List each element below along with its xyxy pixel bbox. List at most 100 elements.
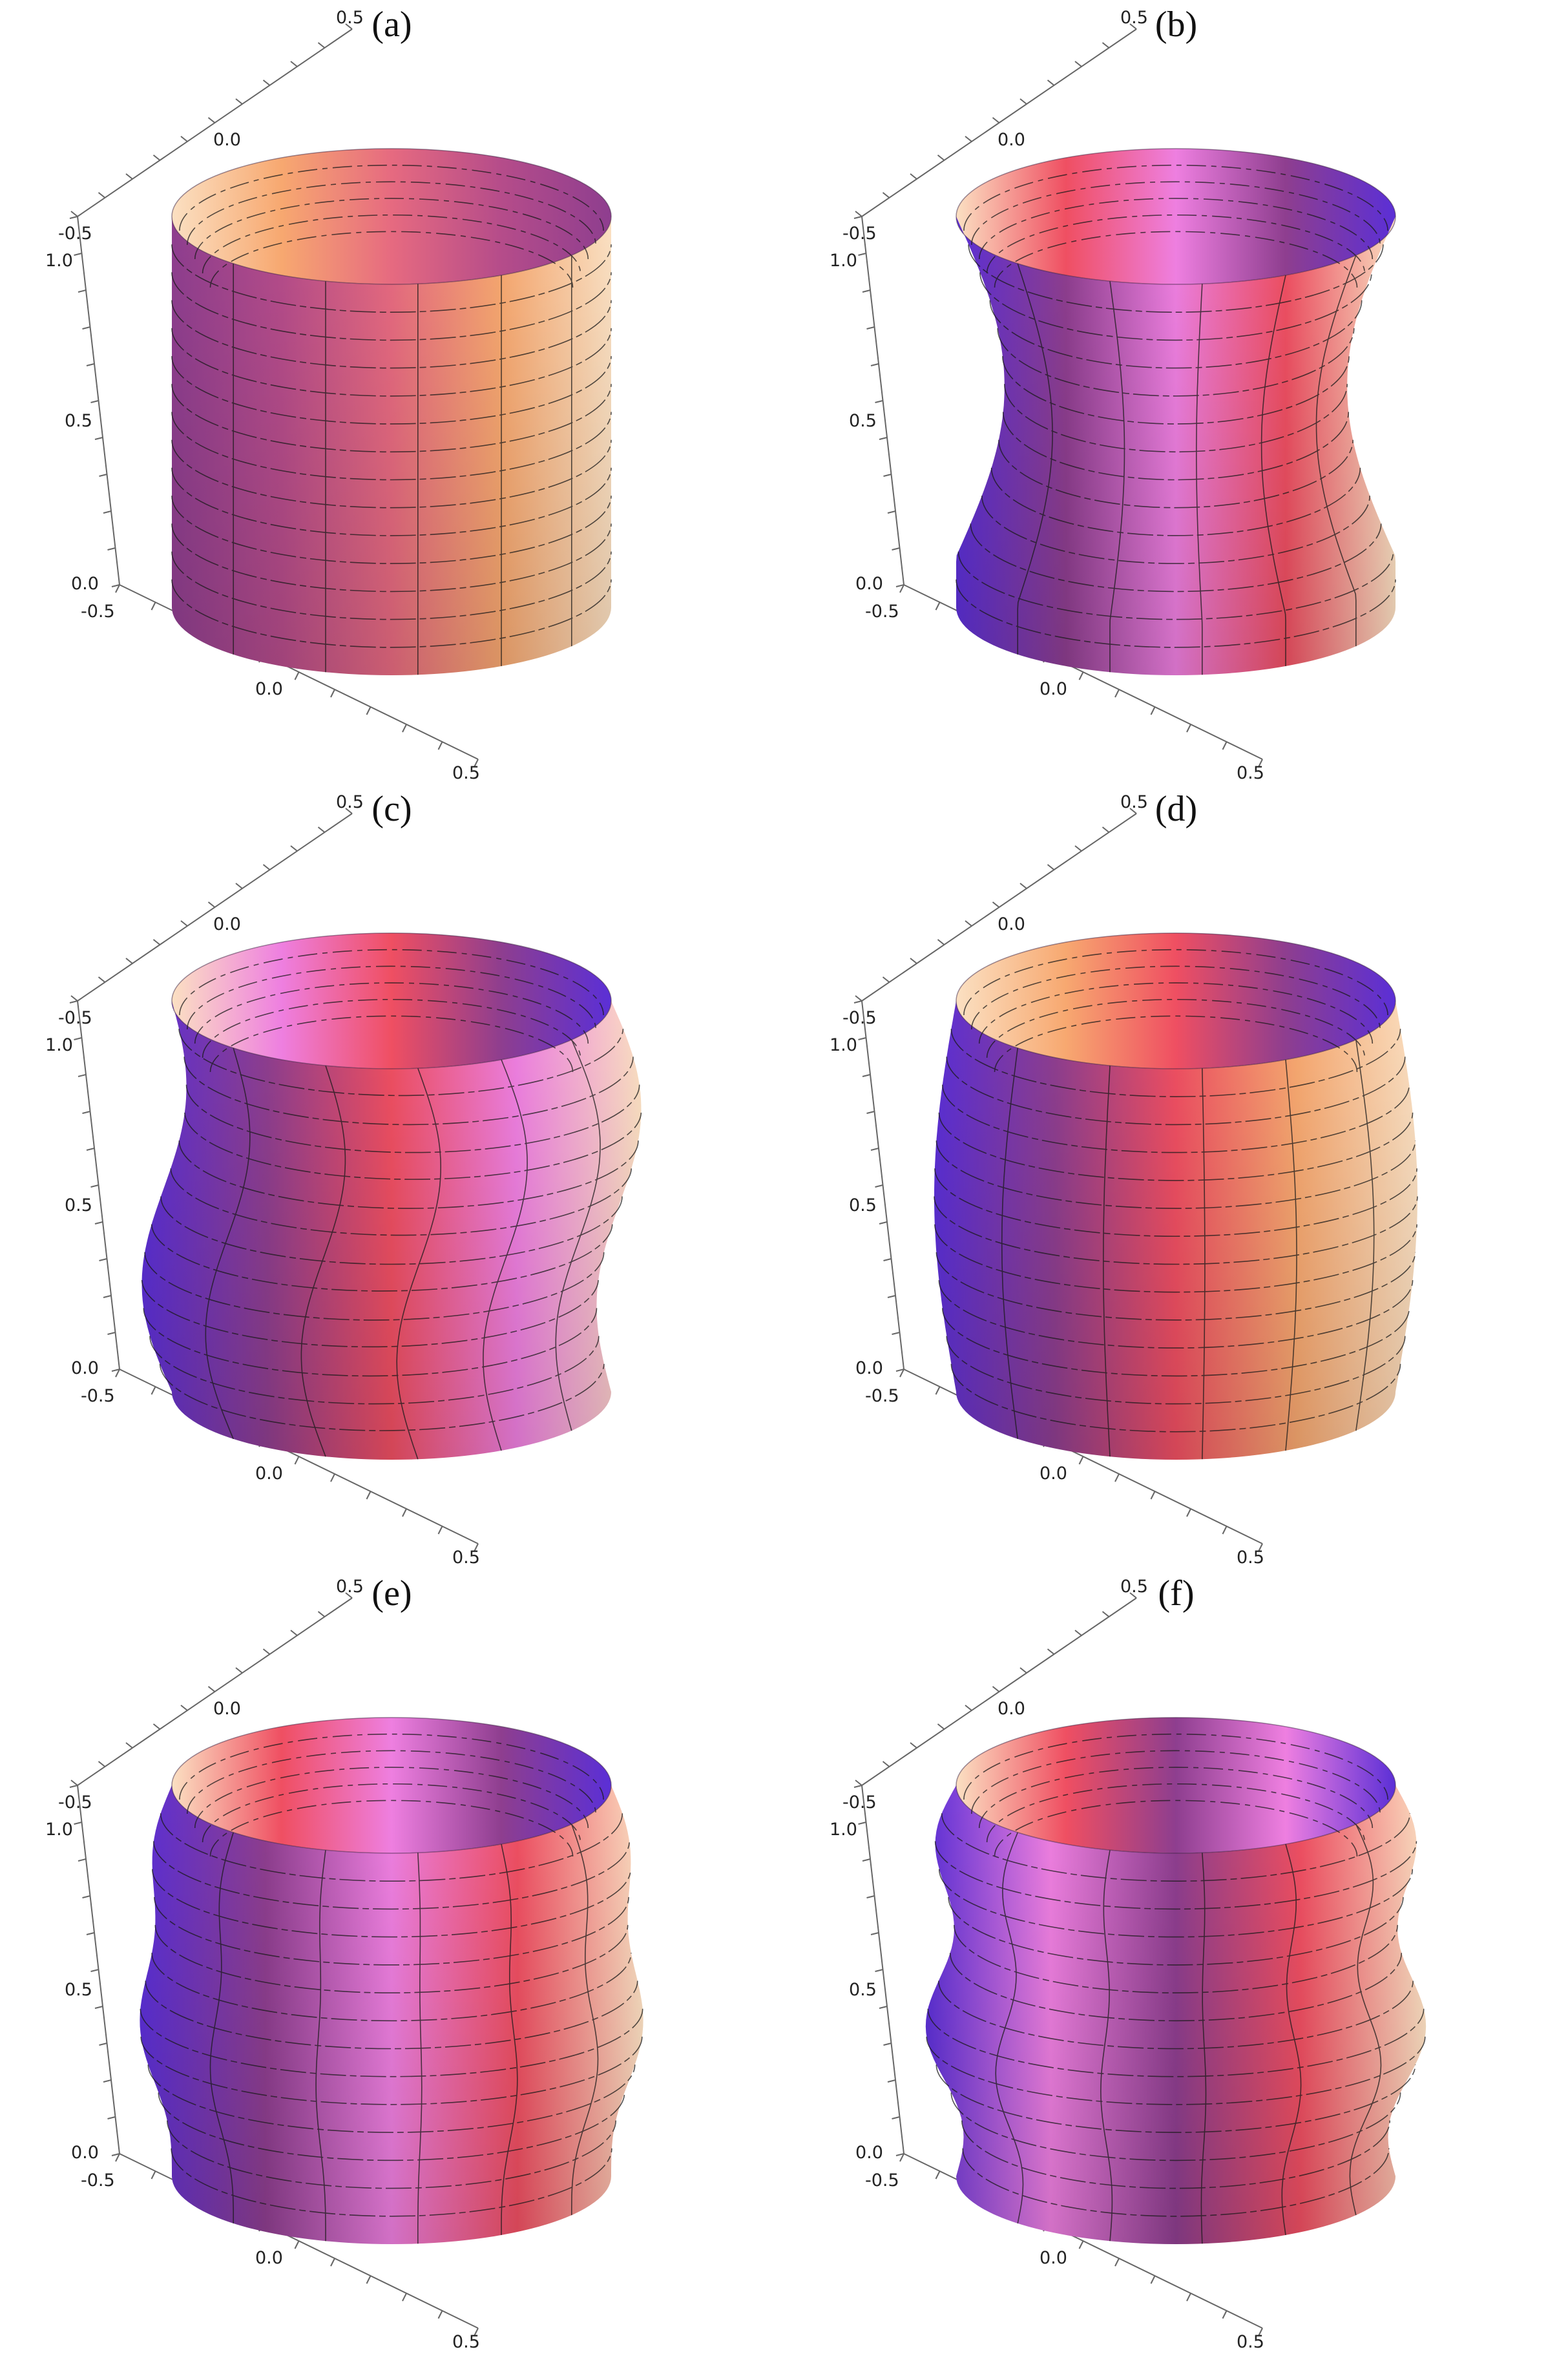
upper-axis-tick <box>262 79 271 86</box>
mesh-ring <box>160 1813 623 1882</box>
mesh-meridian <box>995 1832 1024 2224</box>
upper-axis-tick <box>70 995 78 1002</box>
upper-axis-tick <box>1129 1592 1137 1599</box>
lower-axis-tick <box>402 724 407 733</box>
upper-tick-label: 0.5 <box>1120 792 1148 812</box>
z-axis-tick <box>875 1969 883 1972</box>
upper-tick-label: 0.0 <box>213 1699 241 1719</box>
z-axis-tick <box>74 1037 82 1040</box>
lower-axis-tick <box>1258 759 1263 768</box>
mesh-ring <box>942 1084 1410 1153</box>
z-tick-label: 1.0 <box>830 1035 857 1055</box>
surface-inner-wall <box>172 1718 611 1853</box>
lower-axis-tick <box>115 1369 120 1378</box>
surface <box>140 1718 643 2244</box>
surface-rim <box>956 148 1396 285</box>
z-tick-label: 0.0 <box>71 574 99 594</box>
lower-tick-label: 0.0 <box>1040 1464 1067 1484</box>
mesh-ring <box>149 1336 600 1405</box>
mesh-ring <box>998 439 1354 509</box>
z-axis-tick <box>103 2079 112 2083</box>
upper-tick-label: 0.5 <box>1120 8 1148 28</box>
upper-tick-label: -0.5 <box>842 1008 877 1028</box>
z-axis-tick <box>862 289 871 293</box>
upper-axis-tick <box>965 1705 972 1711</box>
upper-axis-tick <box>345 808 353 814</box>
z-tick-label: 0.5 <box>65 1980 92 2000</box>
z-axis-tick <box>90 1969 99 1972</box>
z-tick-label: 1.0 <box>45 1820 73 1840</box>
mesh-meridian <box>555 1039 601 1431</box>
upper-tick-label: 0.0 <box>213 914 241 934</box>
upper-axis-tick <box>207 117 216 123</box>
upper-axis-tick <box>1129 808 1137 814</box>
mesh-ring <box>926 2036 1426 2105</box>
mesh-meridian <box>396 1067 442 1460</box>
z-axis-tick <box>90 400 99 403</box>
mesh-ring <box>170 1168 632 1236</box>
z-tick-label: 0.5 <box>849 411 877 431</box>
mesh-lines <box>140 1733 643 2244</box>
mesh-inner-ring <box>986 998 1366 1058</box>
surface-plot: 0.5 0.0 -0.5 1.0 0.5 0.0 -0.5 0.0 0.5 <box>45 1577 643 2352</box>
mesh-ring <box>140 2036 643 2105</box>
upper-tick-label: -0.5 <box>842 224 877 244</box>
z-axis-tick <box>853 216 862 219</box>
upper-axis-tick <box>152 1723 161 1730</box>
upper-axis-tick <box>910 1742 917 1749</box>
z-axis-tick <box>887 510 896 514</box>
lower-tick-label: 0.0 <box>255 2248 283 2268</box>
z-axis-tick <box>86 363 95 366</box>
lower-axis-tick <box>1258 1543 1263 1552</box>
mesh-ring <box>178 1029 624 1097</box>
mesh-meridian <box>1017 263 1053 655</box>
lower-axis-tick <box>1078 671 1084 680</box>
z-axis-tick <box>892 547 900 551</box>
lower-tick-label: 0.5 <box>452 2332 480 2352</box>
mesh-ring <box>981 496 1370 564</box>
z-axis-tick <box>111 2153 120 2156</box>
mesh-ring <box>949 1953 1403 2022</box>
lower-axis-tick <box>330 2258 335 2267</box>
mesh-ring <box>936 1140 1416 1209</box>
surface-shading <box>925 1785 1427 2244</box>
mesh-meridian <box>209 1832 234 2223</box>
z-tick-label: 0.5 <box>65 411 92 431</box>
lower-axis-tick <box>1222 2310 1228 2319</box>
mesh-ring <box>158 2092 625 2161</box>
mesh-ring <box>946 1056 1406 1126</box>
lower-axis-tick <box>294 1456 300 1465</box>
mesh-meridian <box>571 1823 599 2216</box>
mesh-inner-ring <box>963 949 1388 1016</box>
upper-axis-tick <box>180 920 188 927</box>
mesh-ring <box>997 328 1355 397</box>
mesh-inner-ring <box>986 214 1366 274</box>
panel-e: (e) 0.5 0.0 -0.5 1.0 0.5 0.0 -0.5 0.0 0.5 <box>0 1569 784 2353</box>
upper-axis-tick <box>910 958 917 964</box>
z-tick-label: 0.0 <box>71 2143 99 2163</box>
mesh-ring <box>167 2120 616 2189</box>
mesh-ring <box>184 1112 642 1180</box>
upper-tick-label: 0.5 <box>336 1577 364 1597</box>
lower-tick-label: -0.5 <box>81 2170 115 2191</box>
z-axis-tick <box>69 216 78 219</box>
lower-axis-tick <box>1150 1491 1156 1500</box>
mesh-ring <box>950 1029 1401 1097</box>
z-axis-tick <box>862 1074 871 1077</box>
mesh-ring <box>934 1841 1417 1910</box>
mesh-ring <box>171 2148 612 2217</box>
upper-axis-tick <box>1019 1667 1027 1674</box>
mesh-ring <box>171 272 612 341</box>
surface <box>925 1718 1427 2244</box>
upper-axis-tick <box>882 1761 890 1767</box>
upper-axis-tick <box>98 1761 106 1767</box>
z-axis-tick <box>892 2116 900 2119</box>
mesh-ring <box>151 1224 613 1292</box>
mesh-inner-ring <box>994 231 1358 288</box>
tick-labels: 0.5 0.0 -0.5 1.0 0.5 0.0 -0.5 0.0 0.5 <box>830 8 1264 783</box>
surface-inner-wall <box>956 149 1396 284</box>
mesh-inner-ring <box>986 1783 1366 1843</box>
mesh-ring <box>989 300 1363 369</box>
lower-axis-tick <box>1114 1473 1120 1482</box>
lower-axis-tick <box>1078 1456 1084 1465</box>
